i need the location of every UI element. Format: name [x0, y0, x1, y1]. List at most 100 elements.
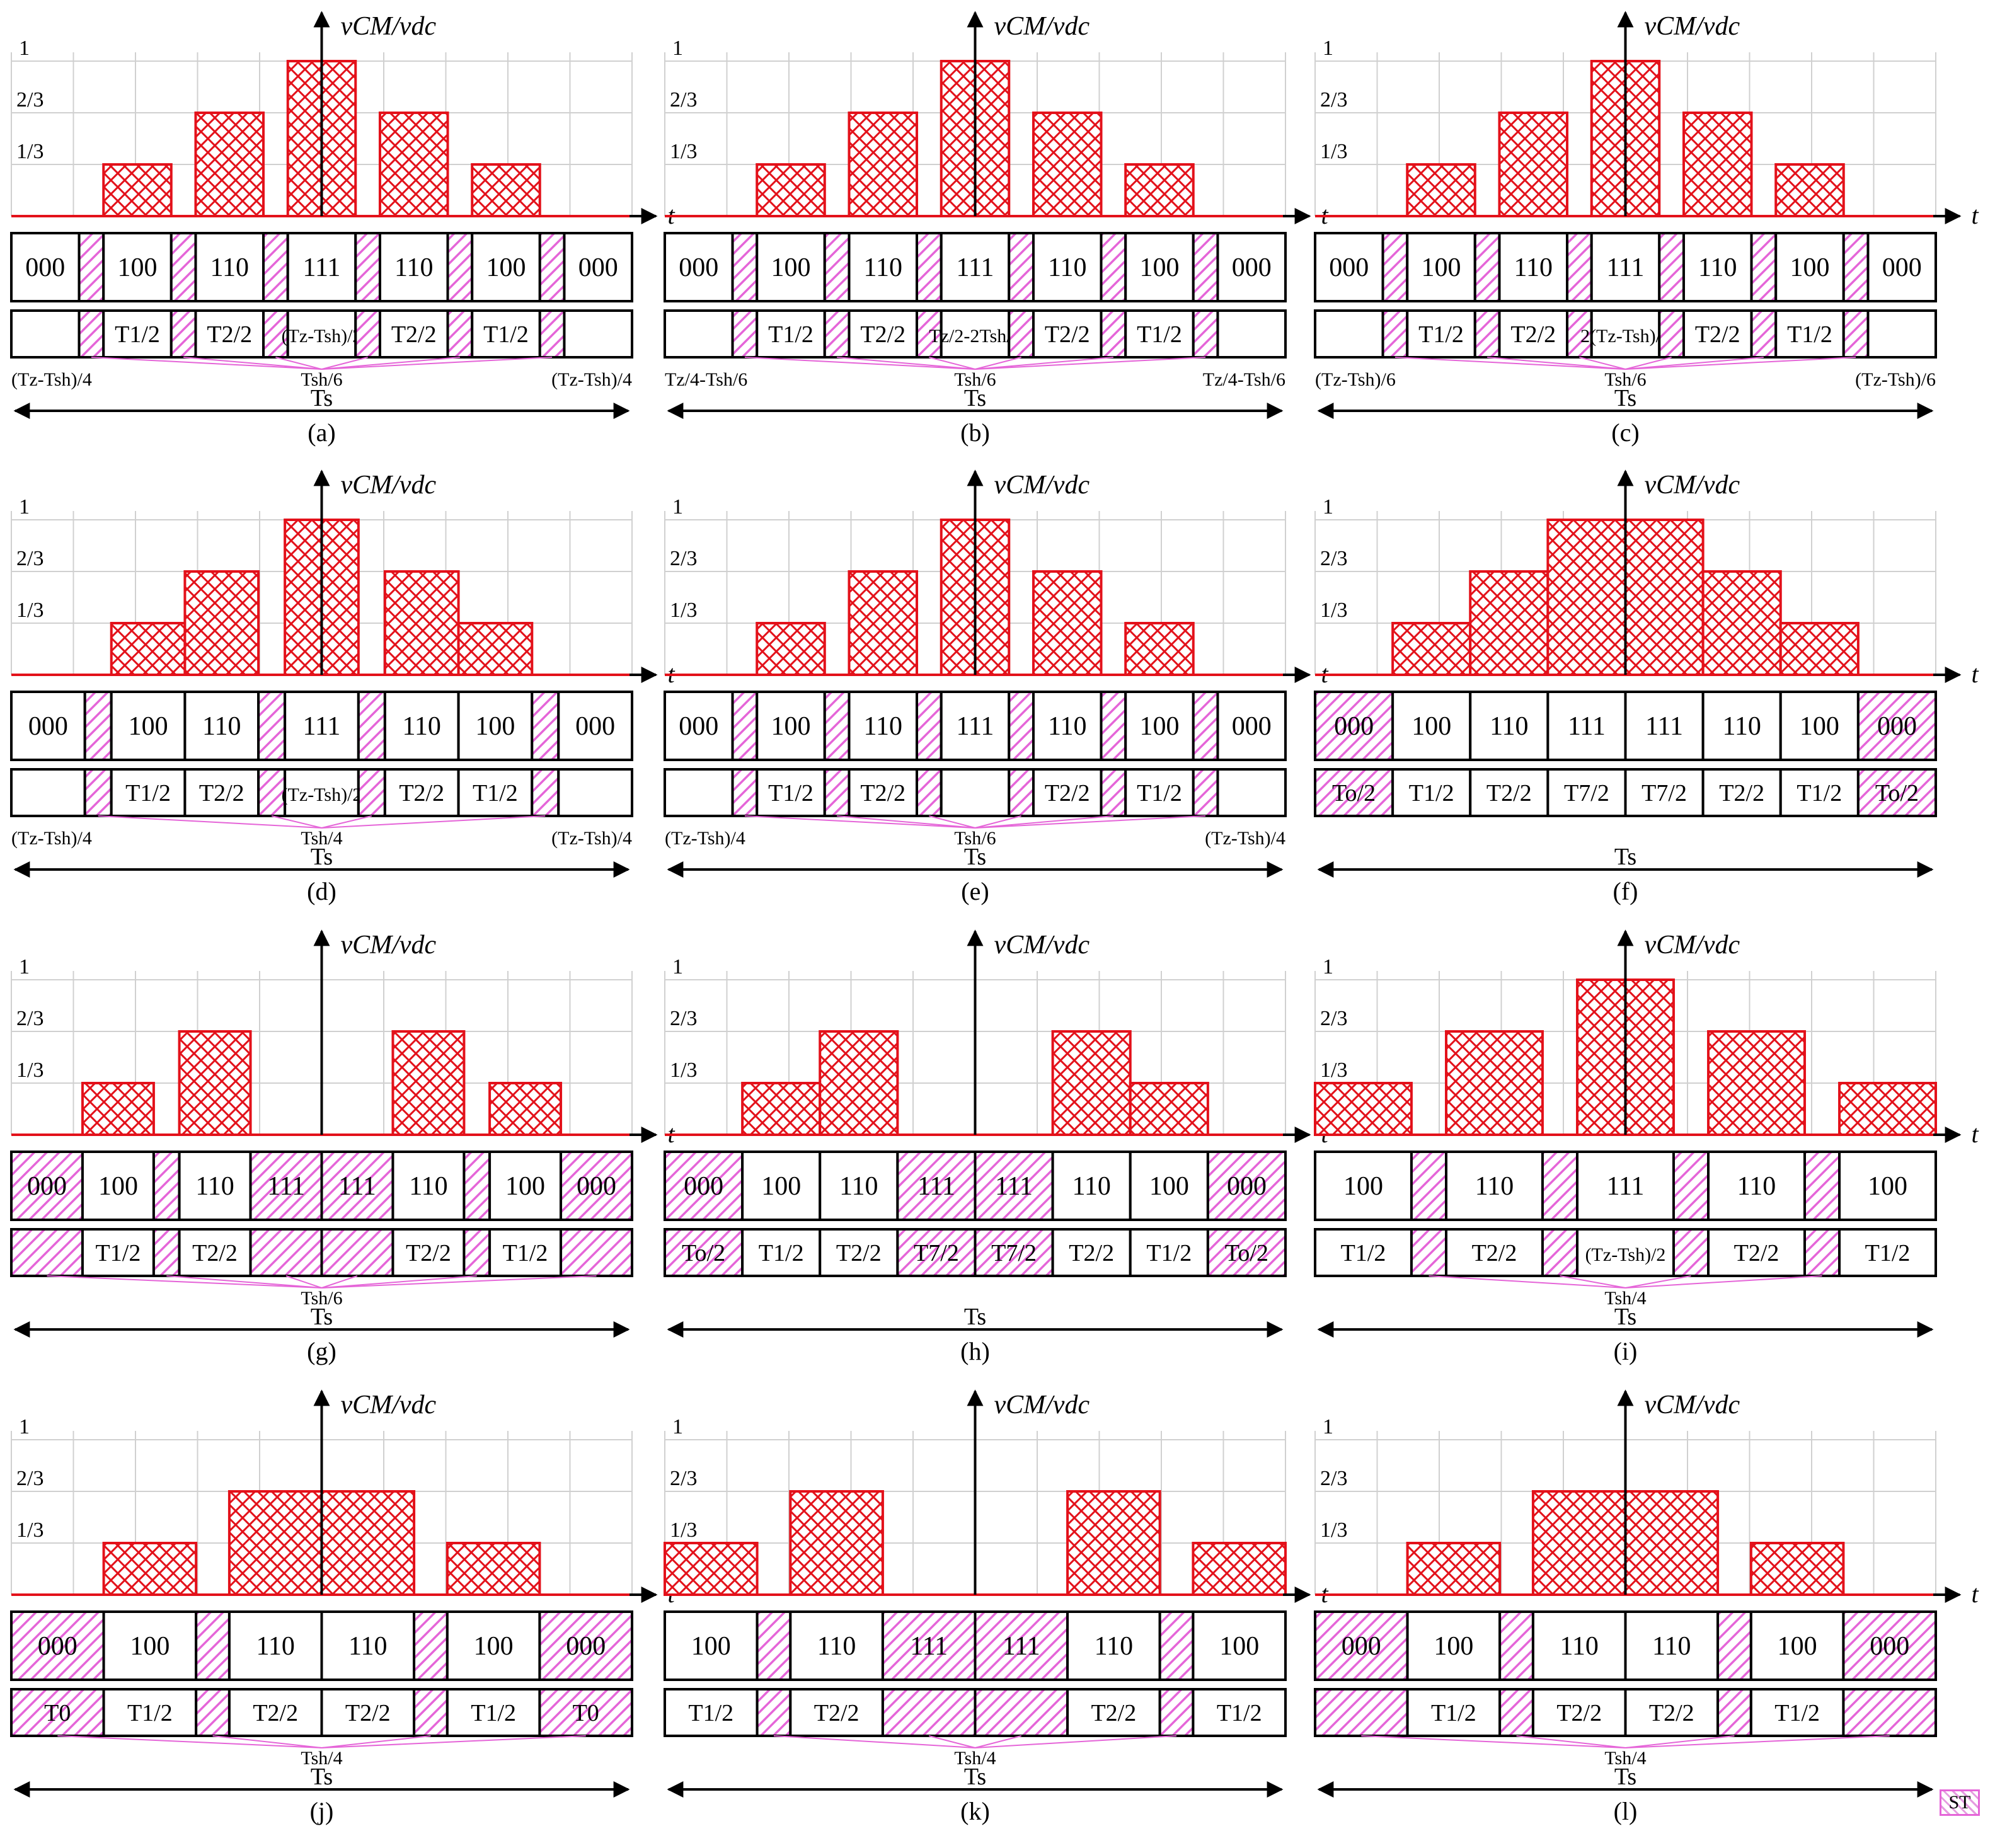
st-leader-line [773, 1735, 975, 1748]
vcm-axis-title: vCM/vdc [1645, 471, 1740, 500]
state-label: 000 [1334, 712, 1374, 741]
duration-label: T7/2 [1641, 780, 1687, 806]
duration-label: T2/2 [1069, 1240, 1114, 1266]
level-label-1: 1 [672, 37, 683, 60]
state-cell [178, 1151, 252, 1221]
state-label: 100 [691, 1632, 731, 1661]
shoot-through-slot [1008, 768, 1035, 817]
st-leader-line [321, 1735, 431, 1748]
shoot-through-slot [262, 232, 289, 302]
shoot-through-slot [1473, 309, 1501, 359]
duration-cell [664, 768, 734, 817]
state-label: 110 [1490, 712, 1528, 741]
shoot-through-slot [1008, 309, 1035, 359]
vcm-axis-title: vCM/vdc [341, 471, 437, 500]
state-label: 100 [130, 1632, 170, 1661]
shoot-through-slot [10, 1151, 84, 1221]
vcm-bar [320, 1490, 416, 1596]
vcm-bar [102, 163, 173, 217]
shoot-through-slot [1658, 309, 1685, 359]
shoot-through-slot [1856, 691, 1937, 761]
shoot-through-slot [249, 1228, 323, 1277]
shoot-through-slot [320, 1228, 394, 1277]
duration-cell [1707, 1228, 1806, 1277]
duration-cell [848, 309, 919, 359]
state-label: 100 [1139, 712, 1179, 741]
panel-label: (j) [310, 1797, 334, 1825]
legend-st-swatch: ST [1940, 1789, 1980, 1816]
state-label: 100 [1219, 1632, 1259, 1661]
st-leader-line [928, 1735, 975, 1748]
duration-cell [756, 309, 826, 359]
note-left: (Tz-Tsh)/4 [11, 828, 92, 849]
note-right: (Tz-Tsh)/4 [1205, 828, 1285, 849]
level-label-2-3: 2/3 [670, 547, 697, 570]
vcm-bar [1701, 570, 1782, 676]
panel-label: (l) [1614, 1797, 1638, 1825]
st-leader-line [1625, 1275, 1691, 1288]
duration-label: T2/2 [207, 321, 252, 348]
state-cell [1866, 232, 1938, 302]
shoot-through-slot [538, 1688, 633, 1737]
duration-label: T2/2 [391, 321, 437, 348]
duration-label: T0 [573, 1700, 599, 1726]
shoot-through-slot [1206, 1151, 1287, 1221]
duration-label: T1/2 [1217, 1700, 1262, 1726]
state-cell [488, 1151, 563, 1221]
level-label-1-3: 1/3 [1320, 140, 1347, 163]
st-leader-line [929, 815, 975, 829]
state-label: 110 [1072, 1172, 1110, 1201]
level-label-2-3: 2/3 [1320, 547, 1347, 570]
state-label: 100 [1139, 253, 1179, 282]
level-label-1: 1 [19, 1415, 30, 1438]
st-leader-line [975, 357, 1113, 370]
duration-label: T1/2 [1865, 1240, 1911, 1266]
shoot-through-slot [1158, 1688, 1195, 1737]
level-label-1: 1 [672, 955, 683, 979]
duration-label: T1/2 [1137, 780, 1182, 806]
shoot-through-slot [1192, 768, 1219, 817]
duration-label: T2/2 [1734, 1240, 1779, 1266]
duration-cell [1032, 309, 1103, 359]
state-cell [1498, 232, 1569, 302]
duration-label: To/2 [1875, 780, 1919, 806]
shoot-through-slot [731, 232, 759, 302]
shoot-through-slot [354, 232, 381, 302]
vcm-bar [1314, 1082, 1413, 1136]
state-cell [1701, 691, 1782, 761]
state-cell [102, 1610, 198, 1681]
duration-cell [1314, 309, 1384, 359]
vcm-bar [756, 622, 826, 676]
duration-cell [110, 768, 187, 817]
duration-label: T1/2 [125, 780, 171, 806]
shoot-through-slot [1100, 309, 1127, 359]
panel-label: (c) [1611, 418, 1639, 447]
vcm-axis-title: vCM/vdc [341, 12, 437, 41]
shoot-through-slot [1158, 1610, 1195, 1681]
state-label: 110 [1095, 1632, 1133, 1661]
vcm-axis-title: vCM/vdc [994, 931, 1090, 960]
ts-label: Ts [964, 1764, 986, 1790]
state-label: 110 [1514, 253, 1553, 282]
duration-label: T1/2 [503, 1240, 548, 1266]
state-label: 110 [1475, 1172, 1514, 1201]
note-center: Tsh/4 [301, 828, 342, 849]
shoot-through-slot [881, 1688, 977, 1737]
state-label: 110 [394, 253, 433, 282]
duration-cell [563, 309, 633, 359]
shoot-through-slot [1410, 1151, 1448, 1221]
duration-label: T2/2 [860, 321, 906, 348]
vcm-axis-title: vCM/vdc [341, 931, 437, 960]
duration-label: T2/2 [814, 1700, 860, 1726]
shoot-through-slot [1842, 309, 1870, 359]
st-leader-line [837, 357, 975, 370]
st-leader-line [975, 815, 1021, 829]
duration-cell [940, 768, 1011, 817]
st-leader-line [98, 815, 322, 829]
duration-cell [284, 768, 360, 817]
level-label-1: 1 [19, 495, 30, 519]
duration-cell [1682, 309, 1753, 359]
level-label-1-3: 1/3 [670, 599, 697, 622]
state-label: 100 [771, 253, 811, 282]
